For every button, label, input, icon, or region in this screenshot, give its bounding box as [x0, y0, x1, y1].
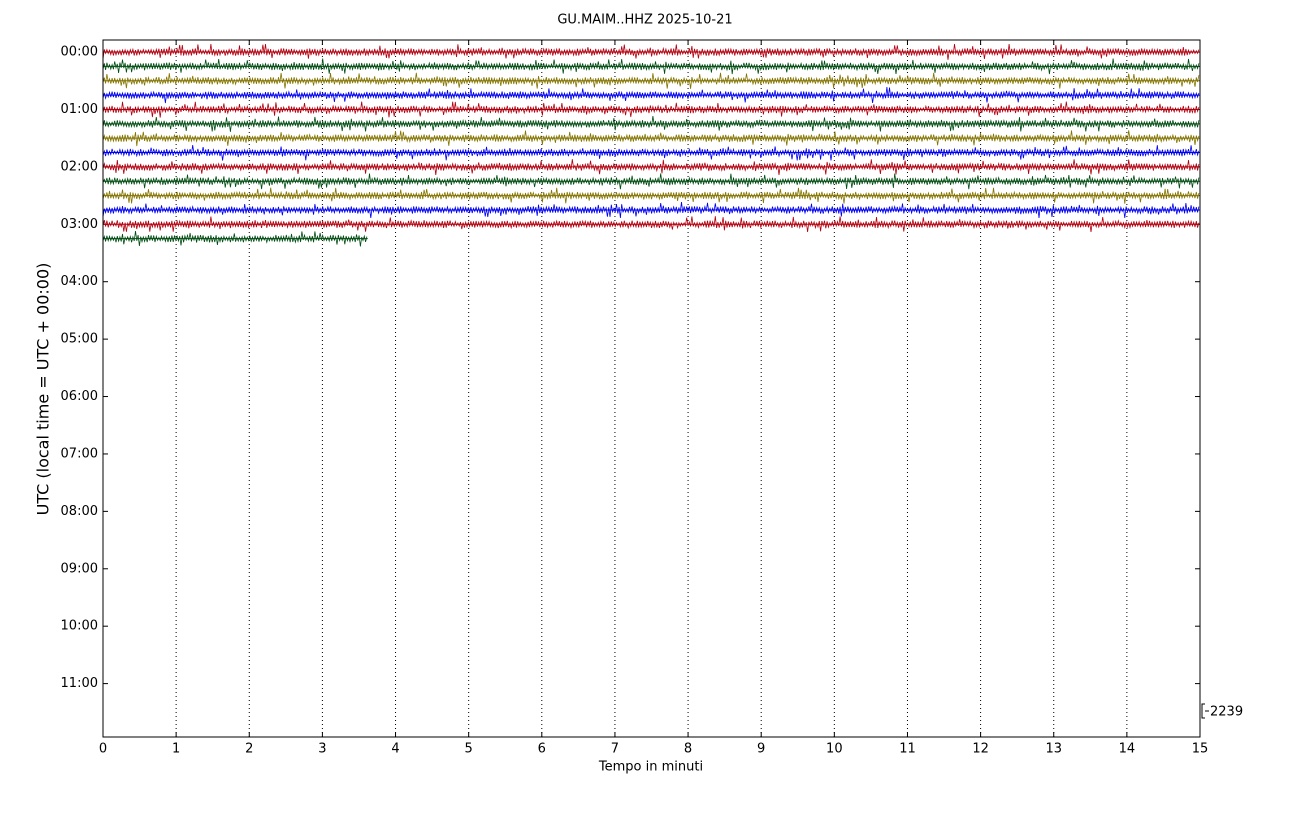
- y-axis-label: UTC (local time = UTC + 00:00): [34, 263, 53, 516]
- y-tick-label: 08:00: [61, 504, 98, 519]
- y-tick-label: 03:00: [61, 217, 98, 232]
- x-tick-label: 3: [318, 742, 326, 757]
- waveform: [102, 86, 1200, 104]
- x-tick-label: 12: [972, 742, 989, 757]
- waveform: [102, 144, 1200, 161]
- x-tick-label: 14: [1119, 742, 1136, 757]
- x-tick-label: 7: [611, 742, 619, 757]
- y-tick-label: 01:00: [61, 102, 98, 117]
- waveform: [102, 159, 1200, 176]
- y-tick-label: 07:00: [61, 446, 98, 461]
- x-tick-label: 1: [172, 742, 180, 757]
- x-tick-label: 5: [465, 742, 473, 757]
- y-tick-label: 10:00: [61, 619, 98, 634]
- y-tick-label: 05:00: [61, 332, 98, 347]
- waveform: [102, 230, 368, 247]
- x-tick-label: 2: [245, 742, 253, 757]
- x-tick-label: 6: [538, 742, 546, 757]
- y-tick-label: 04:00: [61, 274, 98, 289]
- chart-title: GU.MAIM..HHZ 2025-10-21: [557, 13, 732, 28]
- scale-bracket: [1201, 703, 1209, 719]
- x-axis-label: Tempo in minuti: [598, 760, 703, 775]
- waveform: [102, 202, 1200, 219]
- plot-frame: [102, 39, 1201, 738]
- y-tick-label: 11:00: [61, 676, 98, 691]
- waveform: [102, 216, 1200, 232]
- x-tick-label: 11: [899, 742, 916, 757]
- x-tick-label: 13: [1045, 742, 1062, 757]
- waveform: [102, 58, 1200, 75]
- y-tick-label: 02:00: [61, 159, 98, 174]
- x-tick-label: 10: [826, 742, 843, 757]
- waveform: [102, 101, 1200, 118]
- y-tick-label: 09:00: [61, 561, 98, 576]
- waveform: [102, 72, 1200, 89]
- x-tick-label: 4: [391, 742, 399, 757]
- x-tick-label: 8: [684, 742, 692, 757]
- x-tick-label: 0: [99, 742, 107, 757]
- y-tick-label: 00:00: [61, 45, 98, 60]
- scale-label: 2239: [1210, 705, 1243, 720]
- x-tick-label: 9: [757, 742, 765, 757]
- waveform: [102, 130, 1200, 147]
- waveform: [102, 187, 1200, 204]
- waveform: [102, 173, 1200, 190]
- waveform: [102, 43, 1200, 60]
- waveform: [102, 116, 1200, 132]
- y-tick-label: 06:00: [61, 389, 98, 404]
- x-tick-label: 15: [1192, 742, 1209, 757]
